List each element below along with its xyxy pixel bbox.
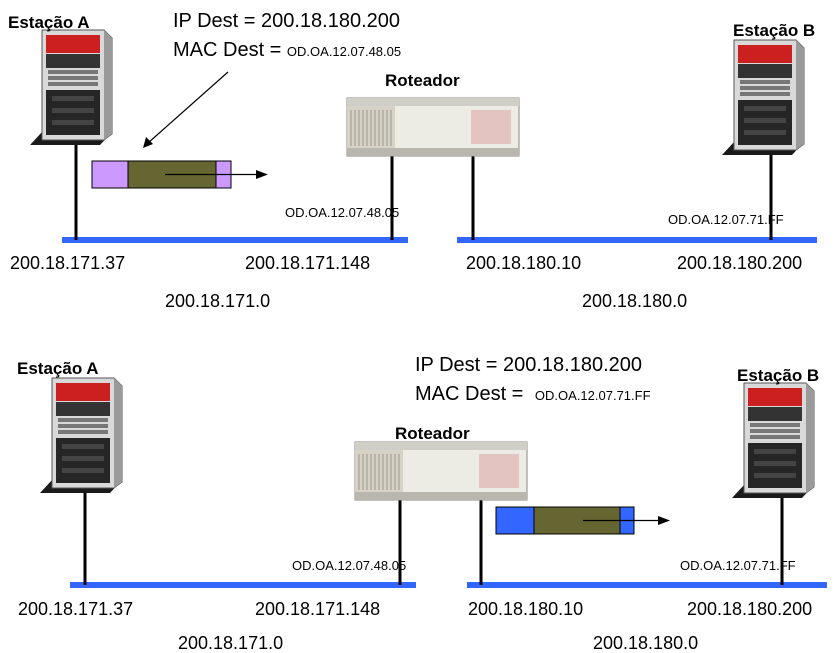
bottom-net-right: 200.18.180.0	[593, 633, 699, 653]
bottom-addr-b: 200.18.180.200	[687, 599, 813, 619]
bottom-net-left: 200.18.171.0	[178, 633, 284, 653]
top-router-mac-left: OD.OA.12.07.48.05	[285, 205, 400, 220]
top-router-icon	[346, 97, 520, 157]
top-net-right: 200.18.180.0	[582, 291, 688, 311]
top-lan-right	[457, 237, 817, 243]
top-station-a-label: Estação A	[8, 13, 90, 32]
bottom-diagram	[39, 377, 827, 588]
bottom-ip-dest: IP Dest = 200.18.180.200	[415, 354, 643, 376]
bottom-mac-dest: MAC Dest = OD.OA.12.07.71.FF	[415, 384, 651, 404]
bottom-lan-right	[467, 582, 827, 588]
bottom-addr-router-right: 200.18.180.10	[468, 599, 584, 619]
top-station-a-icon	[29, 29, 113, 146]
bottom-station-b-icon	[731, 382, 815, 499]
bottom-mac-dest-prefix: MAC Dest =	[415, 383, 529, 405]
bottom-station-b-mac: OD.OA.12.07.71.FF	[680, 558, 796, 573]
top-frame-header	[91, 160, 129, 189]
top-mac-dest-value: OD.OA.12.07.48.05	[286, 44, 402, 59]
top-lan-left	[62, 237, 408, 243]
bottom-station-a-icon	[39, 377, 123, 494]
top-frame-arrowhead	[256, 170, 268, 179]
top-ip-dest: IP Dest = 200.18.180.200	[173, 10, 401, 32]
bottom-station-b-label: Estação B	[737, 366, 820, 385]
bottom-frame-header	[495, 506, 535, 535]
bottom-lan-left	[70, 582, 416, 588]
top-pointer-head	[143, 137, 153, 148]
top-diagram	[29, 29, 817, 243]
bottom-station-a-label: Estação A	[17, 359, 99, 378]
top-station-b-label: Estação B	[733, 21, 816, 40]
top-station-b-icon	[721, 39, 805, 156]
top-net-left: 200.18.171.0	[165, 291, 271, 311]
bottom-router-icon	[354, 441, 528, 501]
top-pointer-line	[147, 71, 229, 144]
bottom-addr-router-left: 200.18.171.148	[255, 599, 381, 619]
bottom-frame-arrowhead	[658, 516, 670, 525]
top-router-label: Roteador	[385, 71, 460, 90]
top-addr-a: 200.18.171.37	[10, 253, 126, 273]
top-addr-router-left: 200.18.171.148	[245, 253, 371, 273]
top-addr-router-right: 200.18.180.10	[466, 253, 582, 273]
top-mac-dest: MAC Dest = OD.OA.12.07.48.05	[173, 40, 401, 60]
top-station-b-mac: OD.OA.12.07.71.FF	[668, 212, 784, 227]
bottom-mac-dest-value: OD.OA.12.07.71.FF	[534, 388, 651, 403]
bottom-router-mac-left: OD.OA.12.07.48.05	[292, 558, 407, 573]
bottom-router-label: Roteador	[395, 424, 470, 443]
top-addr-b: 200.18.180.200	[677, 253, 803, 273]
top-mac-dest-prefix: MAC Dest =	[173, 39, 287, 61]
bottom-addr-a: 200.18.171.37	[18, 599, 134, 619]
